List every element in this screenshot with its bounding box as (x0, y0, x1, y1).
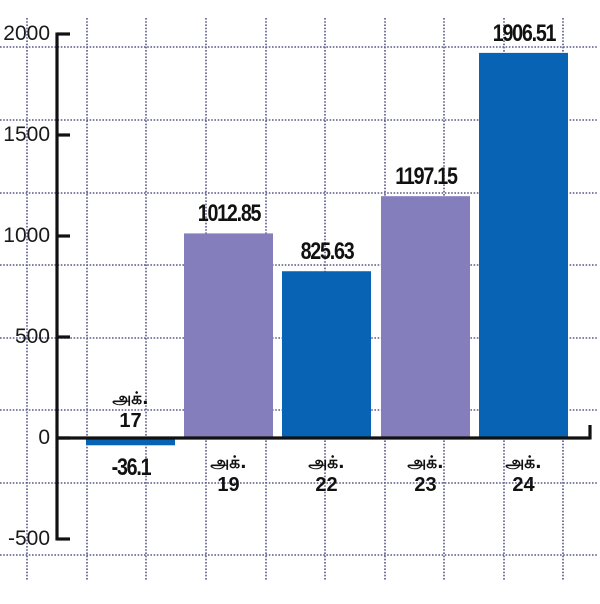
y-tick-label: 2000 (3, 22, 50, 45)
bar-value-label: -36.1 (111, 454, 151, 482)
x-category-label: அக். 17 (81, 388, 181, 432)
bar-3 (282, 271, 371, 438)
bar-4 (381, 196, 470, 438)
bar-value-label: 1012.85 (197, 200, 261, 228)
x-category-label: அக். 19 (179, 452, 279, 496)
bar-2 (184, 233, 273, 438)
category-year: 17 (119, 410, 142, 432)
category-month: அக். (112, 389, 149, 409)
y-tick-label: 0 (38, 426, 50, 449)
category-month: அக். (210, 453, 247, 473)
axes (55, 32, 592, 541)
bar-value-label: 825.63 (300, 238, 354, 266)
bar-1 (86, 438, 175, 446)
y-tick-label: 500 (14, 325, 50, 348)
category-year: 22 (315, 474, 338, 496)
category-month: அக். (308, 453, 345, 473)
category-month: அக். (505, 453, 542, 473)
y-tick-label: -500 (7, 527, 50, 550)
category-year: 23 (414, 474, 437, 496)
bar-5 (479, 52, 568, 438)
category-year: 19 (217, 474, 240, 496)
x-category-label: அக். 23 (376, 452, 476, 496)
bar-value-label: 1197.15 (394, 163, 458, 191)
y-tick-label: 1000 (3, 224, 50, 247)
x-category-label: அக். 24 (474, 452, 574, 496)
bars (86, 52, 568, 446)
category-month: அக். (407, 453, 444, 473)
bar-value-label: 1906.51 (492, 19, 556, 47)
category-year: 24 (512, 474, 535, 496)
y-tick-label: 1500 (3, 123, 50, 146)
x-category-label: அக். 22 (277, 452, 377, 496)
